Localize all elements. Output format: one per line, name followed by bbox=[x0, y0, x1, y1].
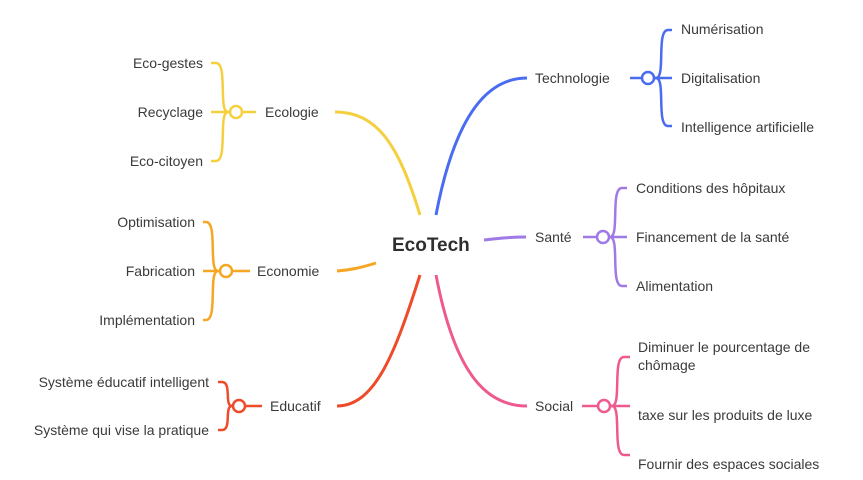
connector-sante-child-1 bbox=[603, 186, 627, 239]
subtopic-technologie-3[interactable]: Intelligence artificielle bbox=[681, 119, 815, 135]
subtopic-ecologie-1[interactable]: Eco-gestes bbox=[132, 55, 203, 71]
subtopic-economie-2[interactable]: Fabrication bbox=[125, 263, 195, 279]
subtopic-social-2[interactable]: taxe sur les produits de luxe bbox=[638, 407, 813, 423]
topic-educatif[interactable]: Educatif bbox=[270, 398, 321, 414]
topic-economie[interactable]: Economie bbox=[257, 263, 320, 279]
connector-center-sante bbox=[483, 235, 527, 242]
connector-ecologie-child-3 bbox=[211, 110, 236, 163]
subtopic-social-1[interactable]: Diminuer le pourcentage de chômage bbox=[638, 339, 810, 373]
connector-social-child-1 bbox=[604, 355, 630, 408]
subtopic-sante-3[interactable]: Alimentation bbox=[636, 278, 714, 294]
economie-knot[interactable] bbox=[218, 263, 234, 279]
subtopic-ecologie-3[interactable]: Eco-citoyen bbox=[129, 153, 203, 169]
connector-sante-child-3 bbox=[603, 235, 627, 288]
educatif-knot[interactable] bbox=[231, 398, 247, 414]
connector-economie-child-1 bbox=[203, 220, 226, 273]
topic-ecologie[interactable]: Ecologie bbox=[265, 104, 319, 120]
connector-economie-child-3 bbox=[203, 269, 226, 322]
connector-center-economie bbox=[336, 261, 377, 273]
subtopic-educatif-2[interactable]: Système qui vise la pratique bbox=[33, 422, 209, 438]
sante-knot[interactable] bbox=[595, 229, 611, 245]
topic-sante[interactable]: Santé bbox=[535, 229, 572, 245]
topic-social[interactable]: Social bbox=[535, 398, 574, 414]
connector-technologie-child-3 bbox=[648, 76, 672, 128]
social-knot[interactable] bbox=[596, 398, 612, 414]
topic-technologie[interactable]: Technologie bbox=[535, 70, 610, 86]
subtopic-economie-1[interactable]: Optimisation bbox=[117, 214, 195, 230]
central-topic[interactable]: EcoTech bbox=[392, 235, 470, 256]
subtopic-technologie-1[interactable]: Numérisation bbox=[681, 21, 764, 37]
subtopic-ecologie-2[interactable]: Recyclage bbox=[137, 104, 203, 120]
connector-center-ecologie bbox=[334, 110, 422, 216]
subtopic-economie-3[interactable]: Implémentation bbox=[99, 312, 195, 328]
connector-center-educatif bbox=[336, 274, 422, 408]
connector-center-technologie bbox=[434, 76, 528, 216]
connector-technologie-child-1 bbox=[648, 28, 672, 80]
subtopic-technologie-2[interactable]: Digitalisation bbox=[681, 70, 761, 86]
subtopic-sante-1[interactable]: Conditions des hôpitaux bbox=[636, 180, 786, 196]
subtopic-educatif-1[interactable]: Système éducatif intelligent bbox=[38, 374, 209, 390]
connector-social-child-3 bbox=[604, 404, 630, 457]
technologie-knot[interactable] bbox=[640, 70, 656, 86]
ecologie-knot[interactable] bbox=[228, 104, 244, 120]
subtopic-social-3[interactable]: Fournir des espaces sociales bbox=[638, 456, 820, 472]
connector-ecologie-child-1 bbox=[211, 61, 236, 114]
connector-center-social bbox=[434, 274, 528, 408]
subtopic-sante-2[interactable]: Financement de la santé bbox=[636, 229, 790, 245]
